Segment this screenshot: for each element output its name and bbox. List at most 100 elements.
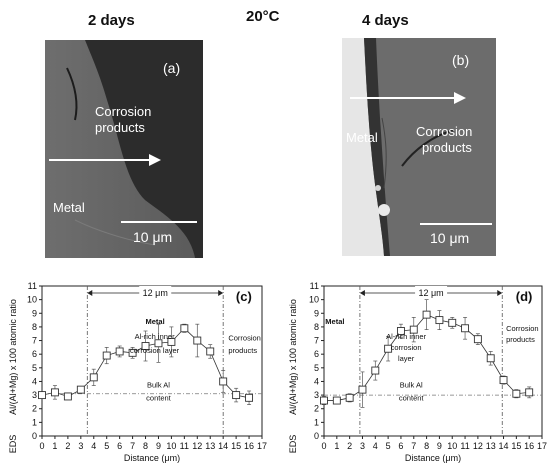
chart-d-x-tick-label: 1 xyxy=(334,441,339,451)
micrograph-a-arrow xyxy=(49,154,161,166)
chart-c-y-tick-label: 6 xyxy=(32,349,37,359)
chart-c-inner-layer-label: Al-rich inner xyxy=(135,332,176,341)
chart-d-x-tick-label: 8 xyxy=(424,441,429,451)
chart-c-data-point xyxy=(38,391,46,400)
chart-c-x-tick-label: 5 xyxy=(104,441,109,451)
chart-c-x-axis-label: Distance (μm) xyxy=(124,453,180,463)
chart-d-y-tick-label: 3 xyxy=(314,390,319,400)
chart-d-y-tick-label: 6 xyxy=(314,349,319,359)
micrograph-b-scale-label: 10 μm xyxy=(430,230,470,246)
chart-c-x-tick-label: 6 xyxy=(117,441,122,451)
chart-d-x-tick-label: 3 xyxy=(360,441,365,451)
chart-c-data-point xyxy=(141,342,150,350)
chart-d-y-tick-label: 5 xyxy=(314,363,319,373)
chart-d-inner-layer-label: corrosion xyxy=(391,343,422,352)
micrograph-a-panel-label: (a) xyxy=(163,60,181,76)
chart-d-metal-label: Metal xyxy=(325,317,344,326)
chart-d-x-tick-label: 15 xyxy=(511,441,521,451)
chart-d-plot-frame xyxy=(323,285,543,437)
micrograph-b-corrosion-label-2: products xyxy=(422,140,472,155)
chart-d-x-tick-label: 0 xyxy=(321,441,326,451)
chart-c-x-tick-label: 14 xyxy=(218,441,228,451)
chart-c-corrosion-label: Corrosion xyxy=(228,334,261,343)
micrograph-a-corrosion-label-1: Corrosion xyxy=(95,104,152,119)
chart-c-x-tick-label: 4 xyxy=(91,441,96,451)
chart-c-y-tick-label: 0 xyxy=(32,431,37,441)
chart-d-span-label: 12 μm xyxy=(418,288,443,298)
micrograph-a-corrosion-label-2: products xyxy=(95,120,145,135)
chart-d-inner-layer-label: Al-rich inner xyxy=(386,332,427,341)
chart-d-corrosion-label: Corrosion xyxy=(506,324,539,333)
chart-d-bulk-label: Bulk Al xyxy=(400,381,423,390)
chart-c-y-tick-label: 11 xyxy=(28,281,37,291)
chart-d-x-tick-label: 11 xyxy=(460,441,469,451)
chart-d-x-tick-label: 13 xyxy=(486,441,496,451)
chart-c-data-point xyxy=(206,347,215,356)
chart-c-y-axis-prefix: EDS xyxy=(8,435,18,454)
chart-c-data-point xyxy=(180,324,189,333)
chart-c-data-point xyxy=(128,348,137,357)
chart-c-data-point xyxy=(167,337,176,346)
chart-d-y-tick-label: 10 xyxy=(309,295,319,305)
chart-d-corrosion-label: products xyxy=(506,335,535,344)
chart-d-x-tick-label: 12 xyxy=(473,441,483,451)
chart-d-x-tick-label: 16 xyxy=(524,441,534,451)
micrograph-a-metal-label: Metal xyxy=(53,200,85,215)
chart-c-y-tick-label: 10 xyxy=(27,295,37,305)
chart-d-data-point xyxy=(422,310,431,319)
chart-d-data-point xyxy=(358,385,367,394)
title-temperature: 20°C xyxy=(246,8,280,25)
chart-d-data-point xyxy=(384,344,393,353)
chart-d-data-point xyxy=(448,318,457,327)
chart-d-data-point xyxy=(409,325,418,334)
chart-d-inner-layer-label: layer xyxy=(398,354,415,363)
chart-d-x-tick-label: 6 xyxy=(398,441,403,451)
chart-c-corrosion-label: products xyxy=(228,346,257,355)
chart-c-x-tick-label: 13 xyxy=(205,441,215,451)
chart-c-x-tick-label: 0 xyxy=(39,441,44,451)
chart-d-data-point xyxy=(396,327,405,335)
chart-c-x-tick-label: 9 xyxy=(156,441,161,451)
chart-c-plot-frame xyxy=(41,285,263,437)
chart-c-span-arrow-left-head xyxy=(87,290,93,296)
chart-c-x-tick-label: 12 xyxy=(192,441,202,451)
chart-c-y-tick-label: 7 xyxy=(32,336,37,346)
chart-d-y-axis-prefix: EDS xyxy=(288,435,298,454)
chart-d-x-tick-label: 2 xyxy=(347,441,352,451)
chart-d: 0 1 2 3 4 5 6 7 8 9 10 11 0 1 2 3 4 5 6 7 8 9 10 11 12 13 14 15 16 17… xyxy=(280,276,550,472)
chart-c-bulk-label: Bulk Al xyxy=(147,381,170,390)
chart-d-data-point xyxy=(332,396,341,405)
chart-c-x-tick-label: 16 xyxy=(244,441,254,451)
chart-d-span-label-bg xyxy=(415,286,448,297)
micrograph-b-arrow xyxy=(350,92,466,104)
chart-d-data-point xyxy=(435,316,444,325)
micrograph-b-panel-label: (b) xyxy=(452,52,470,68)
chart-c-y-tick-label: 8 xyxy=(32,322,37,332)
chart-c-data-point xyxy=(102,351,111,360)
chart-c-y-axis-label: Al/(Al+Mg) x 100 atomic ratio xyxy=(8,299,18,415)
chart-c-x-tick-label: 17 xyxy=(257,441,267,451)
chart-c-span-label-bg xyxy=(139,286,172,297)
chart-c-x-tick-label: 2 xyxy=(65,441,70,451)
chart-d-x-tick-label: 10 xyxy=(447,441,457,451)
micrograph-b: (b) Metal Corrosion products 10 μm xyxy=(342,38,496,256)
chart-c-x-tick-label: 7 xyxy=(130,441,135,451)
chart-c-panel-letter: (c) xyxy=(236,289,252,304)
chart-c-y-tick-label: 2 xyxy=(32,404,37,414)
chart-d-data-point xyxy=(486,354,495,363)
chart-d-data-point xyxy=(461,324,470,333)
chart-c-metal-label: Metal xyxy=(146,317,165,326)
chart-d-panel-letter: (d) xyxy=(516,289,533,304)
chart-c-inner-layer-label: corrosion layer xyxy=(130,346,180,355)
chart-c-y-tick-label: 4 xyxy=(32,376,37,386)
chart-c-y-tick-label: 3 xyxy=(32,390,37,400)
chart-d-data-point xyxy=(371,366,380,375)
micrograph-a-scale-bar xyxy=(121,221,197,223)
chart-c-data-point xyxy=(154,339,163,348)
chart-d-data-point xyxy=(320,396,328,405)
chart-d-y-tick-label: 2 xyxy=(314,404,319,414)
chart-d-y-tick-label: 4 xyxy=(314,376,319,386)
chart-c-span-label: 12 μm xyxy=(143,288,168,298)
